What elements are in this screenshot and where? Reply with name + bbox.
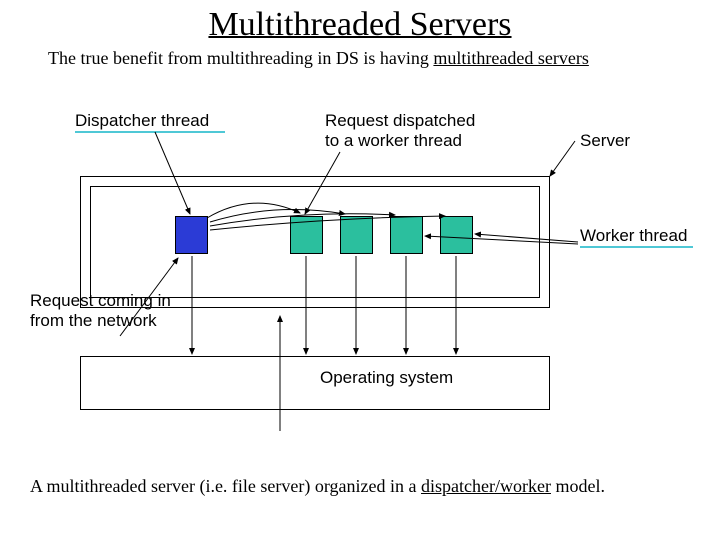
label-request-in-2: from the network: [30, 311, 157, 331]
dispatcher-box: [175, 216, 208, 254]
os-box: [80, 356, 550, 410]
worker-box-2: [390, 216, 423, 254]
diagram-container: Dispatcher thread Request dispatched to …: [20, 106, 700, 446]
subtitle-underline: multithreaded servers: [433, 48, 588, 68]
underline-dispatcher: [75, 131, 225, 133]
label-dispatcher-thread: Dispatcher thread: [75, 111, 209, 131]
page-title: Multithreaded Servers: [0, 6, 720, 44]
label-worker-thread: Worker thread: [580, 226, 687, 246]
label-server: Server: [580, 131, 630, 151]
caption-post: model.: [551, 476, 605, 496]
caption-pre: A multithreaded server (i.e. file server…: [30, 476, 421, 496]
label-request-dispatched-1: Request dispatched: [325, 111, 475, 131]
caption: A multithreaded server (i.e. file server…: [30, 476, 605, 497]
subtitle-text: The true benefit from multithreading in …: [48, 48, 433, 68]
label-os: Operating system: [320, 368, 453, 388]
underline-worker: [580, 246, 693, 248]
subtitle: The true benefit from multithreading in …: [0, 48, 720, 69]
caption-underline: dispatcher/worker: [421, 476, 551, 496]
worker-box-0: [290, 216, 323, 254]
worker-box-3: [440, 216, 473, 254]
label-request-dispatched-2: to a worker thread: [325, 131, 462, 151]
worker-box-1: [340, 216, 373, 254]
